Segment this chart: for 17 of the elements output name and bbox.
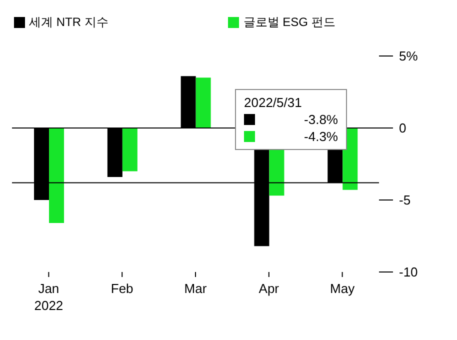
x-tick-label: Apr [258, 281, 280, 296]
legend-label: 세계 NTR 지수 [29, 14, 108, 30]
x-tick-label: Feb [110, 281, 134, 296]
x-tick-label: May [330, 281, 356, 296]
bar [49, 128, 64, 224]
y-tick-label: 0 [399, 120, 406, 136]
y-tick-label: -5 [399, 192, 411, 208]
annotation: -3.8% [304, 112, 338, 127]
bar [196, 78, 211, 128]
y-tick-label: -10 [399, 264, 418, 280]
annotation: 2022/5/31 [244, 95, 303, 110]
annotation: -4.3% [304, 129, 338, 144]
y-tick-label: 5% [399, 48, 418, 64]
bar [122, 128, 138, 172]
x-tick-label: Mar [184, 281, 208, 296]
x-tick-label: Jan 2022 [34, 281, 64, 313]
legend-label: 글로벌 ESG 펀드 [243, 14, 336, 30]
